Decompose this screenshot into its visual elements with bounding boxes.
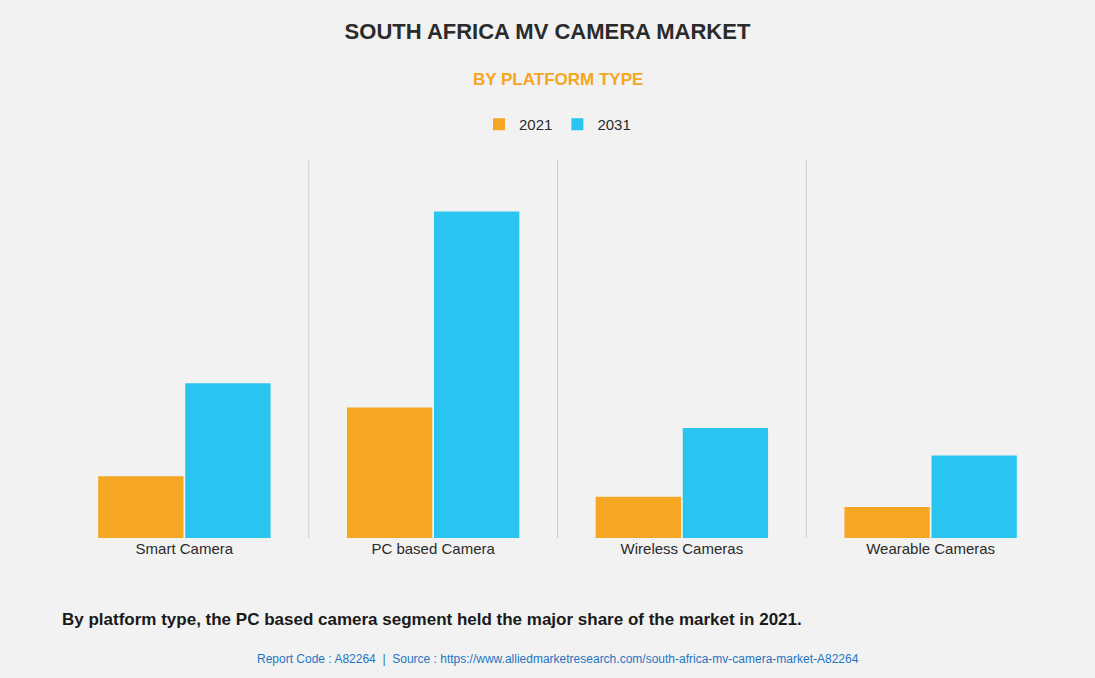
svg-text:BY PLATFORM TYPE: BY PLATFORM TYPE — [473, 70, 643, 89]
svg-text:By platform type, the PC based: By platform type, the PC based camera se… — [62, 610, 802, 629]
svg-text:Smart Camera: Smart Camera — [136, 540, 234, 557]
svg-text:Wearable Cameras: Wearable Cameras — [866, 540, 995, 557]
svg-text:PC based Camera: PC based Camera — [371, 540, 495, 557]
svg-text:Report Code : A82264 | Sourc: Report Code : A82264 | Source : https://… — [257, 652, 859, 666]
svg-text:2031: 2031 — [597, 116, 630, 133]
svg-text:2021: 2021 — [519, 116, 552, 133]
svg-text:Wireless Cameras: Wireless Cameras — [621, 540, 744, 557]
svg-text:SOUTH AFRICA MV CAMERA MARKET: SOUTH AFRICA MV CAMERA MARKET — [345, 19, 751, 44]
